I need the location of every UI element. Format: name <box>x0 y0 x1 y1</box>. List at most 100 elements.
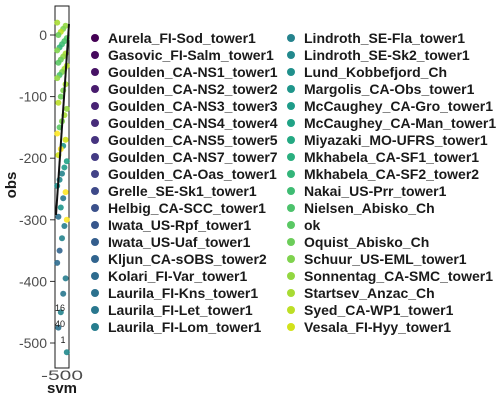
legend-swatch <box>287 204 295 212</box>
data-point <box>55 59 62 66</box>
data-point <box>54 259 61 266</box>
y-tick-label: -200 <box>19 150 47 166</box>
y-tick-label: -500 <box>19 335 47 351</box>
y-tick-label: 0 <box>39 27 47 43</box>
legend-label: Iwata_US-Uaf_tower1 <box>108 234 251 250</box>
legend-label: ok <box>304 217 321 233</box>
legend-swatch <box>287 102 295 110</box>
data-point <box>61 164 68 171</box>
legend-swatch <box>91 119 99 127</box>
legend-label: McCaughey_CA-Gro_tower1 <box>304 98 493 114</box>
inset-label: 1 <box>60 335 65 345</box>
legend-label: Lindroth_SE-Fla_tower1 <box>304 30 465 46</box>
data-point <box>55 213 62 220</box>
legend-swatch <box>287 153 295 161</box>
legend-swatch <box>91 51 99 59</box>
legend-swatch <box>287 255 295 263</box>
legend-label: Iwata_US-Rpf_tower1 <box>108 217 251 233</box>
legend-label: Kljun_CA-sOBS_tower2 <box>108 251 267 267</box>
data-point <box>60 290 67 297</box>
legend-swatch <box>287 221 295 229</box>
data-point <box>56 247 63 254</box>
legend-swatch <box>91 289 99 297</box>
data-point <box>57 204 64 211</box>
data-point <box>60 195 67 202</box>
legend-label: Nielsen_Abisko_Ch <box>304 200 435 216</box>
legend-label: Helbig_CA-SCC_tower1 <box>108 200 266 216</box>
legend-label: Startsev_Anzac_Ch <box>304 285 435 301</box>
legend-swatch <box>287 306 295 314</box>
legend-swatch <box>287 136 295 144</box>
y-axis-title: obs <box>3 172 20 199</box>
legend-swatch <box>91 221 99 229</box>
inset-label: 16 <box>55 303 65 313</box>
legend: Aurela_FI-Sod_tower1Gasovic_FI-Salm_towe… <box>91 30 496 335</box>
data-point <box>63 158 70 165</box>
data-point <box>63 105 70 112</box>
data-point <box>63 349 70 356</box>
legend-swatch <box>91 204 99 212</box>
data-point <box>54 130 61 137</box>
legend-label: Margolis_CA-Obs_tower1 <box>304 81 475 97</box>
legend-label: Goulden_CA-NS4_tower4 <box>108 115 278 131</box>
legend-swatch <box>287 323 295 331</box>
legend-label: Lund_Kobbefjord_Ch <box>304 64 447 80</box>
legend-swatch <box>91 306 99 314</box>
x-axis-title: svm <box>47 380 77 397</box>
legend-swatch <box>91 187 99 195</box>
legend-label: Goulden_CA-NS5_tower5 <box>108 132 278 148</box>
legend-label: Laurila_FI-Kns_tower1 <box>108 285 258 301</box>
legend-swatch <box>287 289 295 297</box>
legend-label: Sonnentag_CA-SMC_tower1 <box>304 268 493 284</box>
legend-swatch <box>91 170 99 178</box>
legend-swatch <box>91 68 99 76</box>
y-axis-ticks: 0 -100 -200 -300 -400 -500 <box>19 27 55 351</box>
data-point <box>57 93 64 100</box>
legend-swatch <box>287 34 295 42</box>
legend-swatch <box>91 102 99 110</box>
legend-swatch <box>287 51 295 59</box>
legend-swatch <box>287 272 295 280</box>
legend-label: Oquist_Abisko_Ch <box>304 234 429 250</box>
legend-label: Laurila_FI-Lom_tower1 <box>108 319 261 335</box>
legend-swatch <box>91 238 99 246</box>
data-point <box>62 275 69 282</box>
data-point <box>55 99 62 106</box>
data-point <box>62 136 69 143</box>
legend-label: Kolari_FI-Var_tower1 <box>108 268 247 284</box>
data-point <box>55 324 62 331</box>
data-point <box>54 75 61 82</box>
legend-swatch <box>91 153 99 161</box>
data-point <box>54 47 61 54</box>
legend-swatch <box>287 68 295 76</box>
legend-label: Goulden_CA-NS7_tower7 <box>108 149 278 165</box>
legend-swatch <box>91 85 99 93</box>
legend-label: Mkhabela_CA-SF2_tower2 <box>304 166 479 182</box>
data-point <box>59 170 65 177</box>
y-tick-label: -400 <box>19 273 47 289</box>
legend-swatch <box>287 170 295 178</box>
legend-label: Goulden_CA-NS1_tower1 <box>108 64 278 80</box>
legend-label: Mkhabela_CA-SF1_tower1 <box>304 149 479 165</box>
legend-swatch <box>91 136 99 144</box>
legend-label: Vesala_FI-Hyy_tower1 <box>304 319 451 335</box>
inset-labels: 16 40 1 <box>55 303 66 345</box>
legend-label: Miyazaki_MO-UFRS_tower1 <box>304 132 488 148</box>
legend-swatch <box>287 85 295 93</box>
data-point <box>59 235 65 242</box>
legend-label: Schuur_US-EML_tower1 <box>304 251 467 267</box>
legend-label: Grelle_SE-Sk1_tower1 <box>108 183 257 199</box>
legend-label: Aurela_FI-Sod_tower1 <box>108 30 256 46</box>
legend-swatch <box>287 119 295 127</box>
legend-label: Goulden_CA-Oas_tower1 <box>108 166 277 182</box>
data-point <box>55 32 62 38</box>
legend-label: Goulden_CA-NS3_tower3 <box>108 98 278 114</box>
legend-swatch <box>287 238 295 246</box>
legend-label: Goulden_CA-NS2_tower2 <box>108 81 278 97</box>
data-point <box>54 19 61 26</box>
inset-label: 40 <box>55 319 65 329</box>
x-tick-label: -500 <box>41 367 83 383</box>
y-tick-label: -300 <box>19 212 47 228</box>
data-point <box>62 189 69 196</box>
